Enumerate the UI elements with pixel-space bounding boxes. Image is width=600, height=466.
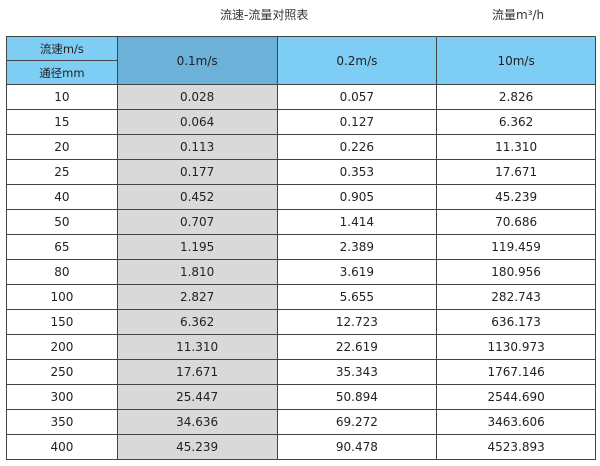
diameter-cell: 100 xyxy=(6,284,118,310)
flow-cell: 0.177 xyxy=(116,159,278,185)
flow-cell: 636.173 xyxy=(436,309,596,335)
diameter-cell: 80 xyxy=(6,259,118,285)
table-row: 15 0.064 0.127 6.362 xyxy=(6,109,596,135)
diameter-cell: 25 xyxy=(6,159,118,185)
flow-cell: 11.310 xyxy=(116,334,278,360)
diameter-cell: 20 xyxy=(6,134,118,160)
flow-cell: 0.064 xyxy=(116,109,278,135)
diameter-cell: 150 xyxy=(6,309,118,335)
unit-label: 流量m³/h xyxy=(492,8,545,22)
flow-cell: 2544.690 xyxy=(436,384,596,410)
flow-cell: 35.343 xyxy=(276,359,438,385)
diameter-cell: 250 xyxy=(6,359,118,385)
flow-cell: 0.452 xyxy=(116,184,278,210)
diameter-cell: 40 xyxy=(6,184,118,210)
diameter-cell: 200 xyxy=(6,334,118,360)
table-row: 80 1.810 3.619 180.956 xyxy=(6,259,596,285)
flow-cell: 0.057 xyxy=(276,84,438,110)
flow-cell: 0.226 xyxy=(276,134,438,160)
flow-cell: 90.478 xyxy=(276,434,438,460)
flow-cell: 1767.146 xyxy=(436,359,596,385)
diameter-cell: 350 xyxy=(6,409,118,435)
diameter-cell: 50 xyxy=(6,209,118,235)
flow-cell: 12.723 xyxy=(276,309,438,335)
flow-cell: 1.414 xyxy=(276,209,438,235)
flow-cell: 25.447 xyxy=(116,384,278,410)
flow-cell: 3463.606 xyxy=(436,409,596,435)
diameter-cell: 65 xyxy=(6,234,118,260)
flow-cell: 1130.973 xyxy=(436,334,596,360)
velocity-header: 流速m/s xyxy=(6,36,118,61)
table-row: 10 0.028 0.057 2.826 xyxy=(6,84,596,110)
table-row: 300 25.447 50.894 2544.690 xyxy=(6,384,596,410)
table-row: 25 0.177 0.353 17.671 xyxy=(6,159,596,185)
flow-cell: 11.310 xyxy=(436,134,596,160)
flow-cell: 3.619 xyxy=(276,259,438,285)
diameter-cell: 10 xyxy=(6,84,118,110)
diameter-cell: 15 xyxy=(6,109,118,135)
flow-cell: 0.127 xyxy=(276,109,438,135)
flow-cell: 1.195 xyxy=(116,234,278,260)
flow-cell: 45.239 xyxy=(436,184,596,210)
flow-cell: 45.239 xyxy=(116,434,278,460)
column-header: 10m/s xyxy=(436,36,596,85)
flow-cell: 0.707 xyxy=(116,209,278,235)
flow-cell: 2.826 xyxy=(436,84,596,110)
table-title: 流速-流量对照表 xyxy=(220,8,309,22)
diameter-header: 通径mm xyxy=(6,60,118,85)
table-row: 250 17.671 35.343 1767.146 xyxy=(6,359,596,385)
flow-cell: 282.743 xyxy=(436,284,596,310)
flow-cell: 5.655 xyxy=(276,284,438,310)
table-row: 400 45.239 90.478 4523.893 xyxy=(6,434,596,460)
table-row: 150 6.362 12.723 636.173 xyxy=(6,309,596,335)
flow-cell: 50.894 xyxy=(276,384,438,410)
flow-cell: 0.905 xyxy=(276,184,438,210)
column-header: 0.2m/s xyxy=(276,36,438,85)
flow-cell: 34.636 xyxy=(116,409,278,435)
flow-cell: 69.272 xyxy=(276,409,438,435)
flow-cell: 0.028 xyxy=(116,84,278,110)
flow-cell: 6.362 xyxy=(436,109,596,135)
flow-cell: 180.956 xyxy=(436,259,596,285)
table-row: 50 0.707 1.414 70.686 xyxy=(6,209,596,235)
flow-cell: 2.389 xyxy=(276,234,438,260)
flow-cell: 22.619 xyxy=(276,334,438,360)
diameter-cell: 400 xyxy=(6,434,118,460)
flow-cell: 17.671 xyxy=(436,159,596,185)
flow-cell: 4523.893 xyxy=(436,434,596,460)
table-row: 65 1.195 2.389 119.459 xyxy=(6,234,596,260)
flow-cell: 6.362 xyxy=(116,309,278,335)
flow-cell: 0.113 xyxy=(116,134,278,160)
table-row: 20 0.113 0.226 11.310 xyxy=(6,134,596,160)
table-row: 100 2.827 5.655 282.743 xyxy=(6,284,596,310)
flow-cell: 17.671 xyxy=(116,359,278,385)
flow-cell: 119.459 xyxy=(436,234,596,260)
table-row: 350 34.636 69.272 3463.606 xyxy=(6,409,596,435)
table-row: 40 0.452 0.905 45.239 xyxy=(6,184,596,210)
flow-cell: 1.810 xyxy=(116,259,278,285)
flow-table: 流速m/s 0.1m/s 0.2m/s 10m/s 通径mm 10 0.028 0.… xyxy=(6,36,596,460)
diameter-cell: 300 xyxy=(6,384,118,410)
column-header: 0.1m/s xyxy=(116,36,278,85)
flow-cell: 70.686 xyxy=(436,209,596,235)
table-row: 200 11.310 22.619 1130.973 xyxy=(6,334,596,360)
flow-cell: 2.827 xyxy=(116,284,278,310)
flow-cell: 0.353 xyxy=(276,159,438,185)
